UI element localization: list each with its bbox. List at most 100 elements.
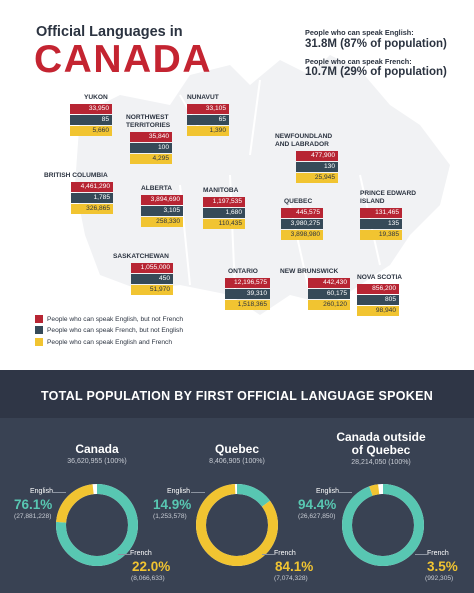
french-count: (7,074,328) <box>274 575 308 582</box>
bar-both: 110,435 <box>203 219 245 229</box>
donut-quebec <box>196 484 278 566</box>
province-name: NEWFOUNDLAND AND LABRADOR <box>275 133 333 148</box>
province-yukon: YUKON 33,950 85 5,660 <box>70 94 112 137</box>
french-label: French <box>427 550 449 557</box>
bar-both: 51,970 <box>131 285 173 295</box>
province-name: PRINCE EDWARD ISLAND <box>360 190 417 205</box>
province-name: MANITOBA <box>203 187 239 194</box>
region-total: 8,406,905 (100%) <box>209 458 265 465</box>
province-quebec: QUEBEC 445,575 3,980,275 3,898,980 <box>281 198 323 241</box>
french-pct: 84.1% <box>275 559 314 574</box>
french-count: (992,305) <box>425 575 454 582</box>
french-label: French <box>130 550 152 557</box>
leader-line <box>262 554 274 555</box>
province-name: NUNAVUT <box>187 94 219 101</box>
bar-french-only: 805 <box>357 295 399 305</box>
legend-english-only: People who can speak English, but not Fr… <box>35 315 183 323</box>
bar-both: 260,120 <box>308 300 350 310</box>
province-northwest-territories: NORTHWEST TERRITORIES 35,840 100 4,295 <box>126 114 176 165</box>
bar-english-only: 33,950 <box>70 104 112 114</box>
province-british-columbia: BRITISH COLUMBIA 4,461,290 1,785 326,865 <box>44 172 113 215</box>
english-pct: 94.4% <box>298 497 337 512</box>
province-newfoundland-and-labrador: NEWFOUNDLAND AND LABRADOR 477,900 130 25… <box>275 133 341 184</box>
english-pct: 14.9% <box>153 497 192 512</box>
province-name: QUEBEC <box>284 198 313 205</box>
province-name: NORTHWEST TERRITORIES <box>126 114 171 129</box>
bar-english-only: 1,055,000 <box>131 263 173 273</box>
english-count: (1,253,578) <box>153 513 187 520</box>
bar-both: 3,898,980 <box>281 230 323 240</box>
bar-english-only: 3,894,690 <box>141 195 183 205</box>
bar-english-only: 4,461,290 <box>71 182 113 192</box>
bar-french-only: 100 <box>130 143 172 153</box>
title-big: CANADA <box>34 38 212 81</box>
english-label: English <box>167 488 190 495</box>
top-section: Official Languages in CANADA People who … <box>34 24 450 346</box>
province-manitoba: MANITOBA 1,197,535 1,680 110,435 <box>203 187 245 230</box>
region-name: Canada <box>75 442 119 456</box>
bar-french-only: 60,175 <box>308 289 350 299</box>
bar-english-only: 12,196,575 <box>225 278 270 288</box>
legend-french-only: People who can speak French, but not Eng… <box>35 326 183 334</box>
bar-english-only: 35,840 <box>130 132 172 142</box>
english-pct: 76.1% <box>14 497 53 512</box>
province-saskatchewan: SASKATCHEWAN 1,055,000 450 51,970 <box>113 253 173 296</box>
french-pct: 22.0% <box>132 559 171 574</box>
french-pct: 3.5% <box>427 559 458 574</box>
bar-french-only: 39,310 <box>225 289 270 299</box>
english-speakers-value: 31.8M (87% of population) <box>305 38 447 50</box>
leader-line <box>118 554 130 555</box>
province-ontario: ONTARIO 12,196,575 39,310 1,518,365 <box>225 268 270 311</box>
legend-label: People who can speak French, but not Eng… <box>47 326 183 334</box>
title-small: Official Languages in <box>36 24 183 40</box>
french-label: French <box>274 550 296 557</box>
leader-line <box>415 554 427 555</box>
french-speakers-label: People who can speak French: <box>305 57 412 66</box>
bar-english-only: 33,105 <box>187 104 229 114</box>
province-prince-edward-island: PRINCE EDWARD ISLAND 131,465 135 19,385 <box>360 190 420 241</box>
donut-section-title: TOTAL POPULATION BY FIRST OFFICIAL LANGU… <box>40 389 434 403</box>
bar-both: 258,330 <box>141 217 183 227</box>
donut-slice-english <box>342 484 424 566</box>
bar-french-only: 3,980,275 <box>281 219 323 229</box>
leader-line <box>191 492 205 493</box>
legend-swatch <box>35 338 43 346</box>
legend-both: People who can speak English and French <box>35 338 172 346</box>
region-name: Canada outside of Quebec <box>336 430 426 457</box>
province-name: SASKATCHEWAN <box>113 253 169 260</box>
region-canada-header: Canada 36,620,955 (100%) <box>40 442 154 466</box>
bottom-section: TOTAL POPULATION BY FIRST OFFICIAL LANGU… <box>0 370 474 593</box>
bar-english-only: 856,200 <box>357 284 399 294</box>
region-name: Quebec <box>214 442 259 456</box>
bar-french-only: 130 <box>296 162 338 172</box>
region-total: 28,214,050 (100%) <box>351 459 411 466</box>
legend-label: People who can speak English, but not Fr… <box>47 315 183 323</box>
province-name: YUKON <box>84 94 108 101</box>
bar-french-only: 450 <box>131 274 173 284</box>
bar-english-only: 1,197,535 <box>203 197 245 207</box>
province-name: BRITISH COLUMBIA <box>44 172 108 179</box>
region-total: 36,620,955 (100%) <box>67 458 127 465</box>
bar-english-only: 442,430 <box>308 278 350 288</box>
english-count: (27,881,228) <box>14 513 52 520</box>
bar-french-only: 3,105 <box>141 206 183 216</box>
bar-both: 5,660 <box>70 126 112 136</box>
bar-both: 1,390 <box>187 126 229 136</box>
bar-french-only: 1,680 <box>203 208 245 218</box>
province-new-brunswick: NEW BRUNSWICK 442,430 60,175 260,120 <box>280 268 350 311</box>
english-speakers-label: People who can speak English: <box>305 28 414 37</box>
province-nunavut: NUNAVUT 33,105 65 1,390 <box>187 94 229 137</box>
legend-label: People who can speak English and French <box>47 338 172 346</box>
english-count: (26,627,850) <box>298 513 336 520</box>
region-quebec-header: Quebec 8,406,905 (100%) <box>180 442 294 466</box>
bar-both: 1,518,365 <box>225 300 270 310</box>
province-name: NOVA SCOTIA <box>357 274 403 281</box>
bar-both: 19,385 <box>360 230 402 240</box>
bar-english-only: 477,900 <box>296 151 338 161</box>
bar-french-only: 65 <box>187 115 229 125</box>
donut-slice-english <box>196 484 278 566</box>
bar-both: 326,865 <box>71 204 113 214</box>
province-alberta: ALBERTA 3,894,690 3,105 258,330 <box>141 185 183 228</box>
donut-slice-french <box>196 484 278 566</box>
province-name: ONTARIO <box>228 268 258 275</box>
